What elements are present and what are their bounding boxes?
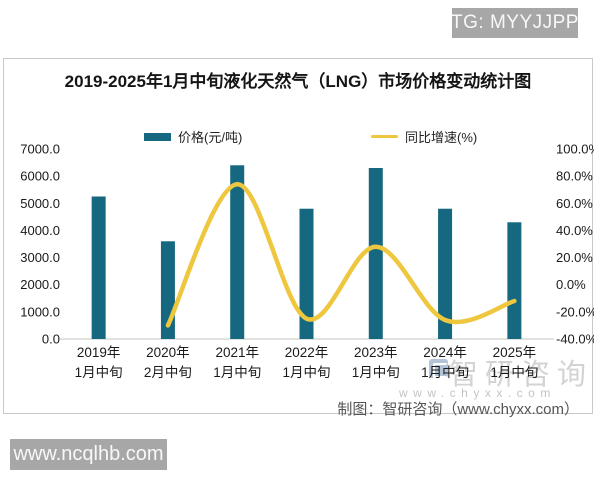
watermark-brand: 智研咨询 bbox=[449, 359, 594, 391]
x-axis-label-year: 2025年 bbox=[493, 345, 537, 360]
right-axis-tick: 80.0% bbox=[556, 169, 593, 184]
price-growth-chart: 0.0 1000.0 2000.0 3000.0 4000.0 5000.0 6000.0 7… bbox=[20, 142, 594, 381]
left-axis-tick: 4000.0 bbox=[20, 223, 60, 238]
right-axis-tick: 0.0% bbox=[556, 277, 586, 292]
x-axis-label-period: 1月中旬 bbox=[213, 365, 261, 380]
left-axis-tick: 5000.0 bbox=[20, 196, 60, 211]
watermark-logo-icon bbox=[429, 359, 448, 378]
x-axis-label-period: 1月中旬 bbox=[421, 365, 469, 380]
x-axis-label-year: 2020年 bbox=[146, 345, 190, 360]
x-axis-label-year: 2022年 bbox=[285, 345, 329, 360]
chart-credit: 制图：智研咨询（www.chyxx.com） bbox=[337, 401, 579, 418]
site-watermark-badge: www.ncqlhb.com bbox=[10, 439, 167, 470]
site-watermark-text: www.ncqlhb.com bbox=[13, 443, 164, 465]
x-axis-label-period: 1月中旬 bbox=[352, 365, 400, 380]
right-axis-tick: 40.0% bbox=[556, 223, 593, 238]
price-bar bbox=[438, 208, 453, 339]
left-axis-tick: 6000.0 bbox=[20, 169, 60, 184]
legend-item-price: 价格(元/吨) bbox=[144, 127, 242, 146]
price-bar bbox=[507, 222, 522, 339]
right-axis-tick: 100.0% bbox=[556, 142, 594, 157]
right-axis-tick: -40.0% bbox=[556, 332, 594, 347]
left-axis-tick: 2000.0 bbox=[20, 277, 60, 292]
x-axis-label-period: 1月中旬 bbox=[490, 365, 538, 380]
telegram-watermark-badge: TG: MYYJJPP bbox=[451, 8, 579, 38]
right-axis-tick: 20.0% bbox=[556, 250, 593, 265]
price-bar-swatch-icon bbox=[144, 132, 171, 141]
x-axis-label-period: 1月中旬 bbox=[282, 365, 330, 380]
legend-item-growth: 同比增速(%) bbox=[371, 127, 477, 146]
x-axis-label-period: 1月中旬 bbox=[75, 365, 123, 380]
x-axis-label-year: 2021年 bbox=[215, 345, 259, 360]
price-bar bbox=[299, 208, 314, 339]
x-axis-label-period: 2月中旬 bbox=[144, 365, 192, 380]
left-axis-tick: 1000.0 bbox=[20, 304, 60, 319]
x-axis-label-year: 2023年 bbox=[354, 345, 398, 360]
x-axis-label-year: 2024年 bbox=[423, 345, 467, 360]
left-axis-tick: 3000.0 bbox=[20, 250, 60, 265]
telegram-watermark-text: TG: MYYJJPP bbox=[451, 12, 579, 33]
right-axis-tick: -20.0% bbox=[556, 304, 594, 319]
price-bar bbox=[368, 168, 383, 339]
watermark-url: www.chyxx.com bbox=[399, 386, 556, 400]
legend-price-label: 价格(元/吨) bbox=[178, 130, 243, 145]
chart-title: 2019-2025年1月中旬液化天然气（LNG）市场价格变动统计图 bbox=[64, 72, 532, 91]
right-axis-tick: 60.0% bbox=[556, 196, 593, 211]
price-bar bbox=[230, 165, 245, 339]
legend-growth-label: 同比增速(%) bbox=[405, 130, 478, 145]
chart-container: 2019-2025年1月中旬液化天然气（LNG）市场价格变动统计图 价格(元/吨… bbox=[3, 58, 594, 418]
price-bar bbox=[91, 196, 106, 339]
left-axis-tick: 0.0 bbox=[42, 332, 60, 347]
growth-line bbox=[165, 182, 517, 328]
growth-line-swatch-icon bbox=[371, 134, 398, 139]
left-axis-tick: 7000.0 bbox=[20, 142, 60, 157]
x-axis-label-year: 2019年 bbox=[77, 345, 121, 360]
